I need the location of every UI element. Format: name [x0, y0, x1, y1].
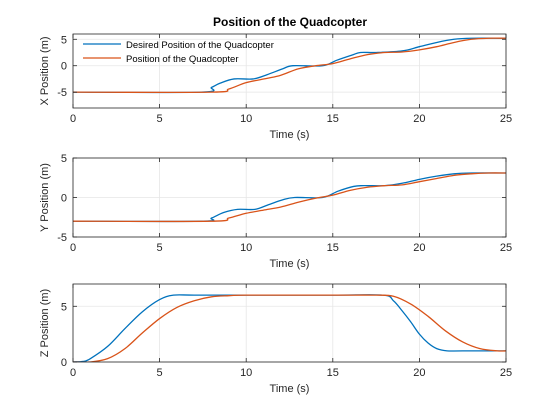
x-tick-label: 15: [327, 113, 339, 125]
y-axis-label: Y Position (m): [39, 163, 51, 232]
y-tick-label: 0: [61, 357, 67, 369]
y-axis-label: X Position (m): [39, 36, 51, 105]
y-axis-label: Z Position (m): [39, 289, 51, 357]
x-axis-label: Time (s): [270, 383, 310, 395]
y-tick-label: -5: [57, 232, 67, 244]
series-lines: [73, 37, 506, 94]
series-line-actual: [73, 37, 506, 94]
subplot-3: 0 5 10 15 20 25 0 5 Time (s) Z Position (m): [39, 283, 512, 395]
x-tick-label: 5: [157, 367, 163, 379]
plot-area: [73, 284, 506, 362]
series-line-actual: [73, 294, 506, 362]
x-tick-label: 15: [327, 242, 339, 254]
x-tick-label: 0: [70, 367, 76, 379]
subplot-1: 0 5 10 15 20 25 -5 0 5 Time (s) X Position (m) Desi…: [39, 33, 512, 141]
x-tick-label: 25: [500, 242, 512, 254]
plot-area: [73, 34, 506, 108]
series-lines: [73, 294, 506, 362]
series-lines: [73, 172, 506, 223]
y-tick-label: 0: [61, 193, 67, 205]
x-tick-label: 5: [157, 242, 163, 254]
x-tick-label: 10: [240, 367, 252, 379]
x-tick-label: 10: [240, 113, 252, 125]
x-tick-label: 20: [413, 367, 425, 379]
y-tick-label: 5: [61, 34, 67, 46]
x-tick-label: 20: [413, 242, 425, 254]
x-tick-label: 5: [157, 113, 163, 125]
legend-label: Desired Position of the Quadcopter: [126, 40, 274, 51]
x-axis-label: Time (s): [270, 258, 310, 270]
x-tick-label: 25: [500, 367, 512, 379]
y-tick-label: 5: [61, 301, 67, 313]
x-tick-label: 0: [70, 113, 76, 125]
legend: Desired Position of the Quadcopter Positi…: [83, 40, 274, 65]
x-axis-label: Time (s): [270, 129, 310, 141]
axes-box: [72, 283, 507, 363]
x-tick-label: 25: [500, 113, 512, 125]
x-tick-label: 0: [70, 242, 76, 254]
legend-label: Position of the Quadcopter: [126, 54, 239, 65]
y-tick-label: -5: [57, 87, 67, 99]
x-tick-label: 10: [240, 242, 252, 254]
series-line-actual: [73, 172, 506, 223]
x-tick-label: 15: [327, 367, 339, 379]
y-tick-label: 0: [61, 61, 67, 73]
x-tick-label: 20: [413, 113, 425, 125]
axes-box: [72, 33, 507, 109]
figure-title: Position of the Quadcopter: [213, 15, 367, 29]
y-tick-label: 5: [61, 153, 67, 165]
